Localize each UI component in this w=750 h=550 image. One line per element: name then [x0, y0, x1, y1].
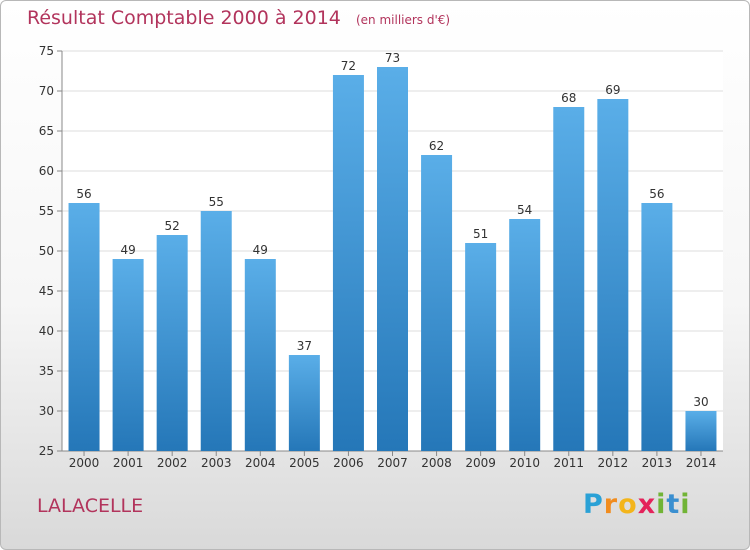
- bar-value-label: 73: [385, 51, 400, 65]
- bar: [641, 203, 673, 451]
- bar-value-label: 49: [253, 243, 268, 257]
- x-tick-label: 2010: [509, 456, 540, 470]
- x-tick-label: 2005: [289, 456, 320, 470]
- x-tick-label: 2014: [686, 456, 717, 470]
- bar-value-label: 55: [209, 195, 224, 209]
- x-tick-label: 2006: [333, 456, 364, 470]
- y-tick-label: 55: [39, 204, 54, 218]
- proxiti-logo: Proxiti: [583, 489, 691, 520]
- x-tick-label: 2011: [553, 456, 584, 470]
- y-tick-label: 70: [39, 84, 54, 98]
- bar-value-label: 68: [561, 91, 576, 105]
- y-tick-label: 35: [39, 364, 54, 378]
- y-tick-label: 40: [39, 324, 54, 338]
- bar: [332, 75, 364, 451]
- logo-letter: o: [618, 489, 638, 520]
- x-tick-label: 2004: [245, 456, 276, 470]
- bar: [68, 203, 100, 451]
- y-tick-label: 50: [39, 244, 54, 258]
- bar: [553, 107, 585, 451]
- bar-value-label: 62: [429, 139, 444, 153]
- bar: [421, 155, 453, 451]
- bar-value-label: 51: [473, 227, 488, 241]
- logo-letter: x: [637, 489, 657, 520]
- bar-value-label: 37: [297, 339, 312, 353]
- x-tick-label: 2003: [201, 456, 232, 470]
- logo-letter: i: [656, 489, 667, 520]
- y-tick-label: 65: [39, 124, 54, 138]
- y-tick-label: 45: [39, 284, 54, 298]
- x-tick-label: 2012: [598, 456, 629, 470]
- bar-value-label: 72: [341, 59, 356, 73]
- bar: [244, 259, 276, 451]
- chart-subtitle: (en milliers d'€): [355, 13, 451, 27]
- bar: [377, 67, 408, 451]
- commune-name: LALACELLE: [37, 495, 144, 517]
- bar: [200, 211, 232, 451]
- y-tick-label: 60: [39, 164, 54, 178]
- y-tick-label: 25: [39, 444, 54, 458]
- bar: [685, 411, 717, 451]
- bar: [288, 355, 320, 451]
- bar-value-label: 49: [120, 243, 135, 257]
- bar: [156, 235, 188, 451]
- bar-value-label: 56: [76, 187, 91, 201]
- logo-letter: t: [666, 489, 681, 520]
- bar: [597, 99, 629, 451]
- bar-value-label: 54: [517, 203, 532, 217]
- x-tick-label: 2001: [113, 456, 144, 470]
- logo-letter: r: [603, 489, 619, 520]
- chart-title-block: Résultat Comptable 2000 à 2014 (en milli…: [27, 7, 450, 29]
- bar-value-label: 52: [165, 219, 180, 233]
- x-tick-label: 2000: [69, 456, 100, 470]
- x-tick-label: 2013: [642, 456, 673, 470]
- chart-title: Résultat Comptable 2000 à 2014: [27, 7, 341, 29]
- bar-value-label: 69: [605, 83, 620, 97]
- logo-letter: i: [680, 489, 691, 520]
- bar: [509, 219, 541, 451]
- y-tick-label: 75: [39, 44, 54, 58]
- x-tick-label: 2009: [465, 456, 496, 470]
- bar: [465, 243, 497, 451]
- bar: [112, 259, 144, 451]
- logo-letter: P: [583, 489, 604, 520]
- x-tick-label: 2008: [421, 456, 452, 470]
- y-tick-label: 30: [39, 404, 54, 418]
- bar-value-label: 56: [649, 187, 664, 201]
- x-tick-label: 2002: [157, 456, 188, 470]
- x-tick-label: 2007: [377, 456, 408, 470]
- bar-value-label: 30: [693, 395, 708, 409]
